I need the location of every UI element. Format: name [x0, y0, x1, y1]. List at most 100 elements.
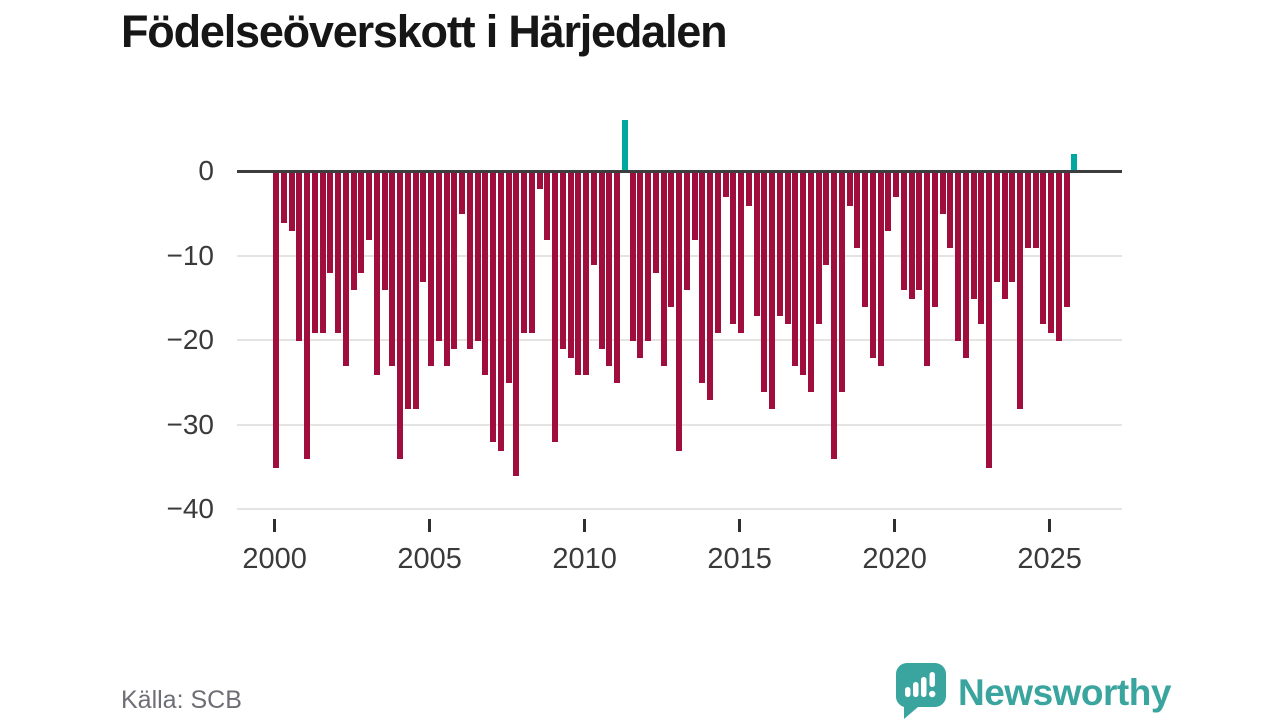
bar-2011-Q1 — [614, 172, 620, 384]
bar-2004-Q1 — [397, 172, 403, 460]
bar-2019-Q4 — [885, 172, 892, 232]
bar-2020-Q2 — [900, 172, 907, 291]
bar-2012-Q1 — [645, 172, 651, 341]
bar-2013-Q4 — [699, 172, 706, 384]
bar-2006-Q3 — [474, 172, 481, 341]
bar-2014-Q3 — [722, 172, 729, 198]
source-note: Källa: SCB — [121, 686, 242, 714]
bar-2013-Q2 — [683, 172, 690, 291]
bar-2021-Q2 — [931, 172, 938, 308]
bar-2007-Q2 — [497, 172, 504, 451]
bar-2020-Q1 — [893, 172, 899, 198]
bar-2002-Q4 — [358, 172, 365, 274]
bar-2010-Q4 — [606, 172, 613, 367]
x-axis-tick-label: 2005 — [397, 543, 462, 575]
x-axis-tick-mark — [893, 519, 897, 532]
bar-2025-Q4 — [1071, 154, 1078, 171]
x-axis-tick-mark — [273, 519, 277, 532]
newsworthy-logo-icon — [896, 662, 946, 720]
bar-2012-Q4 — [668, 172, 675, 308]
x-axis-tick-mark — [738, 519, 742, 532]
bar-2005-Q4 — [451, 172, 458, 350]
bar-2012-Q2 — [652, 172, 659, 274]
bar-2000-Q4 — [296, 172, 303, 341]
bar-2015-Q1 — [738, 172, 744, 333]
x-axis-tick-label: 2000 — [242, 543, 307, 575]
bar-2021-Q4 — [947, 172, 954, 249]
bar-2016-Q4 — [792, 172, 799, 367]
bar-2005-Q1 — [428, 172, 434, 367]
bar-2007-Q1 — [490, 172, 496, 443]
bar-2015-Q2 — [745, 172, 752, 206]
bar-2009-Q3 — [567, 172, 574, 358]
x-axis-tick-label: 2015 — [707, 543, 772, 575]
bar-2014-Q1 — [707, 172, 713, 401]
bar-2008-Q1 — [521, 172, 527, 333]
bar-2021-Q3 — [939, 172, 946, 215]
bar-2023-Q1 — [986, 172, 992, 468]
newsworthy-logo-text: Newsworthy — [958, 672, 1171, 713]
bar-2006-Q4 — [482, 172, 489, 375]
bar-2006-Q1 — [459, 172, 465, 215]
bar-2011-Q3 — [629, 172, 636, 341]
bar-2005-Q2 — [435, 172, 442, 341]
bar-2009-Q2 — [559, 172, 566, 350]
bar-2007-Q3 — [505, 172, 512, 384]
bar-2009-Q4 — [575, 172, 582, 375]
bar-2010-Q3 — [598, 172, 605, 350]
bar-2016-Q2 — [776, 172, 783, 316]
bar-2023-Q2 — [993, 172, 1000, 282]
bar-2015-Q3 — [753, 172, 760, 316]
bar-2001-Q1 — [304, 172, 310, 460]
chart-title: Födelseöverskott i Härjedalen — [121, 6, 728, 57]
bar-2002-Q3 — [350, 172, 357, 291]
bar-2015-Q4 — [761, 172, 768, 392]
bar-2016-Q1 — [769, 172, 775, 409]
x-axis-tick-label: 2025 — [1017, 543, 1082, 575]
y-axis-tick-label: −20 — [166, 324, 215, 355]
bar-2011-Q2 — [621, 120, 628, 171]
bar-2003-Q2 — [373, 172, 380, 375]
bar-2017-Q4 — [823, 172, 830, 265]
bar-2002-Q1 — [335, 172, 341, 333]
bar-2019-Q2 — [869, 172, 876, 358]
bar-2018-Q4 — [854, 172, 861, 249]
bar-2001-Q2 — [311, 172, 318, 333]
zero-axis-line — [237, 169, 1122, 173]
bar-2019-Q1 — [862, 172, 868, 308]
bar-2003-Q4 — [389, 172, 396, 367]
bar-2022-Q1 — [955, 172, 961, 341]
bar-2014-Q4 — [730, 172, 737, 325]
bar-2018-Q3 — [846, 172, 853, 206]
bar-2008-Q2 — [528, 172, 535, 333]
y-axis-tick-label: −30 — [166, 408, 215, 440]
gridline — [237, 508, 1122, 510]
bar-2004-Q4 — [420, 172, 427, 282]
x-axis-tick-label: 2010 — [552, 543, 617, 575]
y-axis-tick-label: −40 — [166, 493, 215, 524]
bar-2023-Q3 — [1001, 172, 1008, 299]
bar-2006-Q2 — [466, 172, 473, 350]
bar-2020-Q4 — [916, 172, 923, 291]
bar-2025-Q1 — [1048, 172, 1054, 333]
bar-2020-Q3 — [908, 172, 915, 299]
bar-2000-Q1 — [273, 172, 279, 468]
y-axis-tick-label: 0 — [198, 155, 214, 186]
bar-2017-Q2 — [807, 172, 814, 392]
bar-2013-Q1 — [676, 172, 682, 451]
bar-2014-Q2 — [714, 172, 721, 333]
bar-2010-Q2 — [590, 172, 597, 265]
bar-2024-Q4 — [1040, 172, 1047, 325]
y-axis-tick-label: −10 — [166, 239, 215, 271]
bar-2003-Q1 — [366, 172, 372, 240]
bar-2010-Q1 — [583, 172, 589, 375]
bar-2018-Q1 — [831, 172, 837, 460]
bar-2019-Q3 — [877, 172, 884, 367]
x-axis-tick-label: 2020 — [862, 543, 927, 575]
bar-2018-Q2 — [838, 172, 845, 392]
bar-2021-Q1 — [924, 172, 930, 367]
bar-2017-Q3 — [815, 172, 822, 325]
bar-2003-Q3 — [381, 172, 388, 291]
x-axis-tick-mark — [583, 519, 587, 532]
